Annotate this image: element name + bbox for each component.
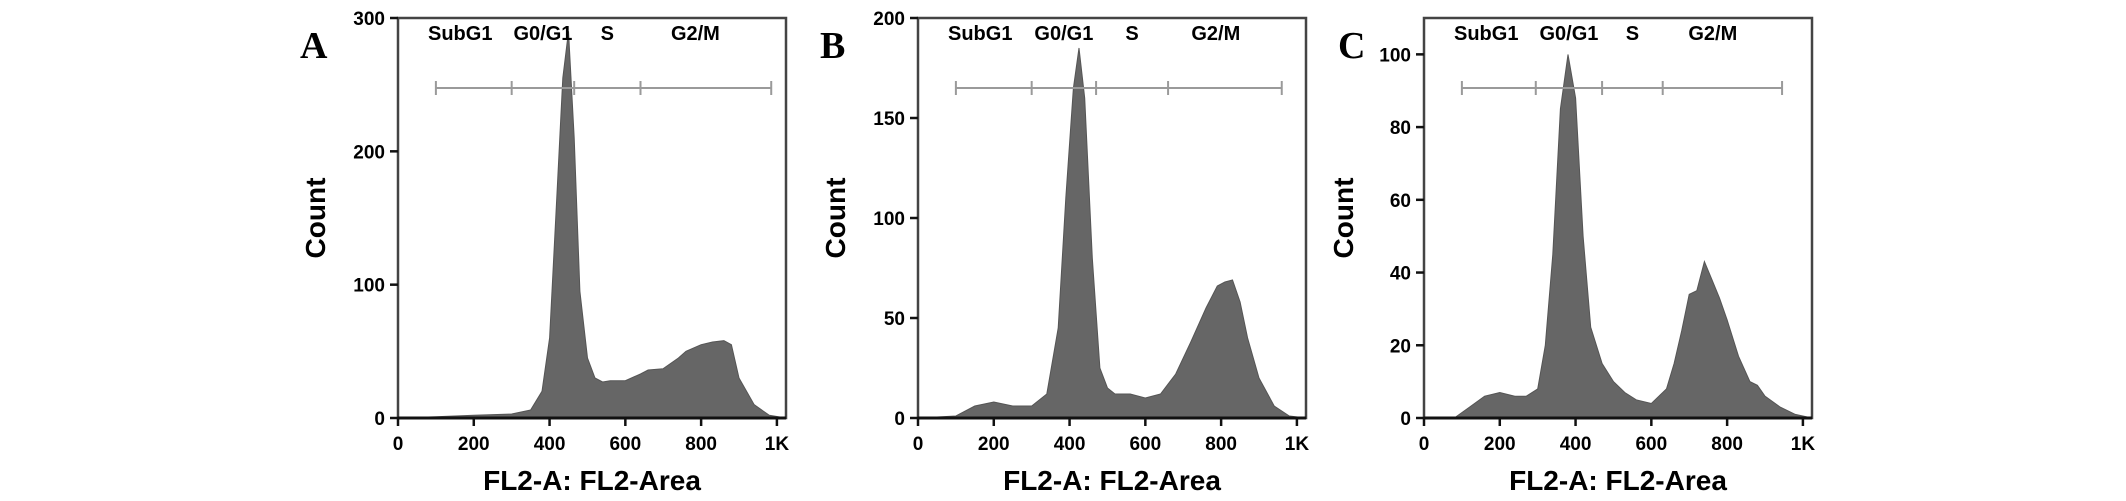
x-tick-label: 0 [1419,434,1430,455]
histogram-area [397,31,787,419]
y-tick-label: 200 [873,9,905,30]
y-axis-title: Count [300,178,331,259]
histogram-area [917,47,1307,419]
chart-svg: C SubG1 G0/G1 S G2/M 0 200 400 600 800 1K 0 20 40 60 80… [1328,16,1816,496]
y-axis-title: Count [1328,178,1359,259]
x-tick-label: 200 [458,434,490,455]
x-tick-label: 0 [393,434,404,455]
y-tick-label: 100 [873,209,905,230]
x-tick-label: 800 [685,434,717,455]
panel-label: C [1338,25,1365,67]
y-tick-label: 0 [374,409,385,430]
chart-svg: B SubG1 G0/G1 S G2/M 0 200 400 600 800 1K 0 50 100 150… [820,9,1310,496]
gate-label: S [1626,23,1639,45]
histogram-panel-c: C SubG1 G0/G1 S G2/M 0 200 400 600 800 1K 0 20 40 60 80… [1220,0,1940,501]
gate-label: SubG1 [948,23,1012,45]
x-tick-label: 0 [913,434,924,455]
histogram-panel-b: B SubG1 G0/G1 S G2/M 0 200 400 600 800 1K 0 50 100 150… [700,0,1400,501]
x-tick-label: 1K [1791,434,1816,455]
panel-label: A [300,25,328,67]
y-tick-label: 60 [1390,191,1411,212]
gate-label: G0/G1 [513,23,572,45]
x-tick-label: 1K [1285,434,1310,455]
x-tick-label: 800 [1711,434,1743,455]
chart-svg: A SubG1 G0/G1 S G2/M 0 200 400 600 800 1K 0 100 200 30… [300,9,789,496]
y-tick-label: 100 [1379,45,1411,66]
gate-label: SubG1 [1454,23,1518,45]
y-tick-label: 100 [353,276,385,297]
y-tick-label: 40 [1390,264,1411,285]
histogram-panel-a: A SubG1 G0/G1 S G2/M 0 200 400 600 800 1K 0 100 200 30… [0,0,789,501]
plot-frame [1422,16,1814,420]
y-tick-label: 300 [353,9,385,30]
gate-label: SubG1 [428,23,492,45]
x-tick-label: 200 [978,434,1010,455]
y-tick-label: 80 [1390,118,1411,139]
panel-label: B [820,25,845,67]
x-tick-label: 800 [1205,434,1237,455]
histogram-area [1424,54,1813,419]
gate-label: G2/M [671,23,720,45]
gate-label: G0/G1 [1539,23,1598,45]
gate-label: S [601,23,614,45]
x-tick-label: 200 [1484,434,1516,455]
x-tick-label: 400 [1054,434,1086,455]
x-tick-label: 600 [1635,434,1667,455]
y-tick-label: 150 [873,109,905,130]
x-axis-title: FL2-A: FL2-Area [1003,465,1221,496]
x-tick-label: 600 [609,434,641,455]
gate-label: S [1125,23,1138,45]
x-tick-label: 600 [1129,434,1161,455]
x-axis-title: FL2-A: FL2-Area [483,465,701,496]
y-axis-title: Count [820,178,851,259]
y-tick-label: 20 [1390,336,1411,357]
gate-label: G2/M [1688,23,1737,45]
y-tick-label: 0 [894,409,905,430]
x-tick-label: 400 [534,434,566,455]
gate-label: G0/G1 [1034,23,1093,45]
y-tick-label: 0 [1400,409,1411,430]
x-tick-label: 400 [1560,434,1592,455]
x-axis-title: FL2-A: FL2-Area [1509,465,1727,496]
y-tick-label: 200 [353,142,385,163]
x-tick-label: 1K [765,434,790,455]
y-tick-label: 50 [884,309,905,330]
gate-label: G2/M [1191,23,1240,45]
